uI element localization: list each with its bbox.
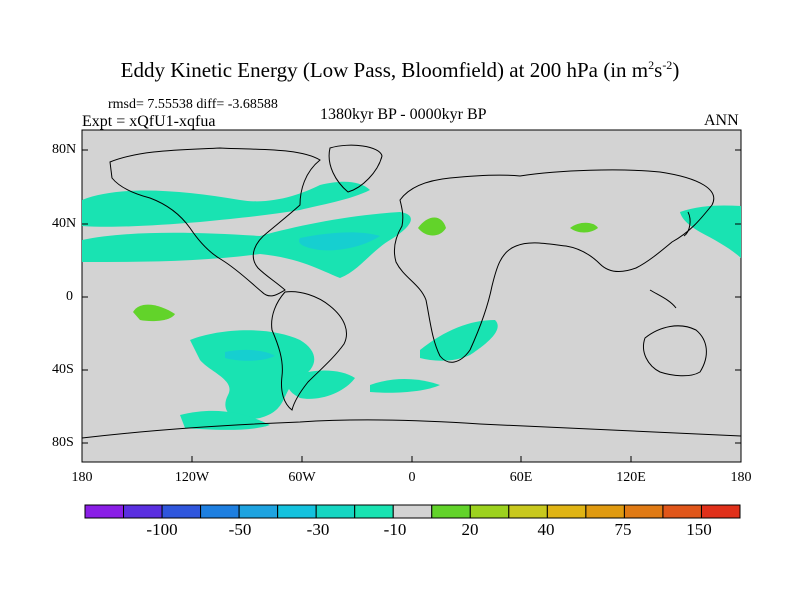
colorbar bbox=[84, 504, 741, 519]
anomaly-regions-negative bbox=[82, 181, 741, 430]
anomaly-regions-darker bbox=[225, 232, 380, 361]
colorbar-swatch bbox=[161, 504, 202, 519]
colorbar-swatch bbox=[392, 504, 433, 519]
colorbar-label: 40 bbox=[537, 520, 555, 539]
coastlines bbox=[81, 144, 742, 439]
east-pacific-patch bbox=[680, 205, 741, 258]
lat-label-80n: 80N bbox=[52, 142, 77, 157]
anomaly-regions-positive bbox=[133, 217, 598, 322]
chart-title: Eddy Kinetic Energy (Low Pass, Bloomfiel… bbox=[120, 58, 680, 82]
colorbar-swatch bbox=[200, 504, 240, 519]
colorbar-swatch bbox=[623, 504, 664, 519]
colorbar-swatch bbox=[546, 504, 587, 519]
north-atlantic-band bbox=[82, 181, 370, 227]
colorbar-swatch bbox=[700, 504, 741, 519]
colorbar-swatch bbox=[662, 504, 702, 519]
colorbar-swatch bbox=[84, 504, 125, 519]
colorbar-swatch bbox=[354, 504, 394, 519]
colorbar-swatch bbox=[238, 504, 279, 519]
season-label: ANN bbox=[704, 112, 739, 129]
colorbar-label: 20 bbox=[461, 520, 479, 539]
map-frame bbox=[81, 129, 742, 463]
colorbar-swatch bbox=[277, 504, 317, 519]
lon-label-120e: 120E bbox=[616, 470, 646, 485]
asia-positive-patch bbox=[570, 222, 598, 233]
colorbar-label: -10 bbox=[383, 520, 407, 539]
colorbar-swatch bbox=[469, 504, 510, 519]
lat-label-0: 0 bbox=[66, 289, 73, 304]
colorbar-label: -100 bbox=[146, 520, 178, 539]
period-label: 1380kyr BP - 0000kyr BP bbox=[320, 106, 487, 123]
colorbar-swatch bbox=[123, 504, 163, 519]
colorbar-swatch bbox=[431, 504, 471, 519]
south-atlantic-patch bbox=[287, 370, 355, 399]
colorbar-label: -30 bbox=[306, 520, 330, 539]
colorbar-label: -50 bbox=[228, 520, 252, 539]
stats-label: rmsd= 7.55538 diff= -3.68588 bbox=[108, 97, 278, 112]
lon-label-60e: 60E bbox=[509, 470, 533, 485]
mediterranean-positive-patch bbox=[418, 217, 446, 236]
colorbar-swatch bbox=[585, 504, 625, 519]
lon-label-180e: 180 bbox=[730, 470, 752, 485]
experiment-label: Expt = xQfU1-xqfua bbox=[82, 113, 216, 130]
lon-label-0: 0 bbox=[408, 470, 416, 485]
colorbar-swatch bbox=[315, 504, 356, 519]
colorbar-label: 150 bbox=[686, 520, 712, 539]
lon-label-60w: 60W bbox=[288, 470, 316, 485]
lat-label-80s: 80S bbox=[52, 435, 74, 450]
lon-label-180w: 180 bbox=[71, 470, 93, 485]
pacific-positive-patch bbox=[133, 304, 175, 322]
southern-patch-2 bbox=[180, 410, 270, 430]
colorbar-swatch bbox=[508, 504, 548, 519]
north-pacific-band bbox=[82, 212, 411, 278]
colorbar-label: 75 bbox=[614, 520, 632, 539]
southern-ocean-patch bbox=[370, 378, 440, 393]
lon-label-120w: 120W bbox=[174, 470, 210, 485]
lat-label-40n: 40N bbox=[52, 216, 77, 231]
lat-label-40s: 40S bbox=[52, 362, 74, 377]
axis-ticks bbox=[81, 149, 742, 462]
